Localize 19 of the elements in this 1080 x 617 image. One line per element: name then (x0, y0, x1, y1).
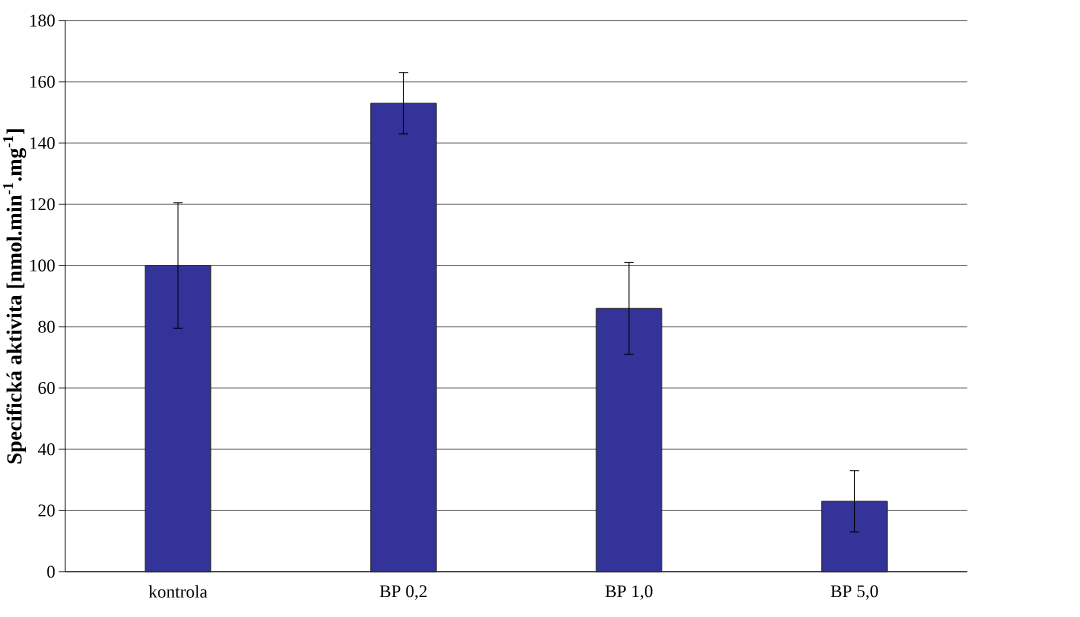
bar (595, 308, 663, 573)
y-tick-label: 80 (38, 320, 55, 333)
y-tick-label: 140 (30, 137, 55, 150)
x-tick-label: BP 0,2 (379, 585, 427, 600)
y-tick-label: 160 (30, 76, 55, 88)
x-tick-label: BP 1,0 (605, 585, 653, 600)
y-tick-label: 0 (47, 565, 55, 578)
bar (144, 265, 212, 573)
x-tick-label: BP 5,0 (830, 585, 878, 600)
y-tick-label: 40 (38, 443, 55, 456)
bar (821, 500, 888, 573)
y-tick-label: 60 (38, 382, 55, 395)
y-tick-label: 100 (30, 259, 55, 272)
y-axis-title: Specifická aktivita [nmol.min$^{-1}$.mg$^{-1}$] (3, 129, 27, 464)
y-tick-label: 120 (30, 198, 55, 211)
y-tick-label: 20 (38, 504, 55, 517)
y-tick-label: 180 (30, 14, 55, 27)
bar (370, 102, 437, 573)
x-tick-label: kontrola (148, 585, 208, 598)
